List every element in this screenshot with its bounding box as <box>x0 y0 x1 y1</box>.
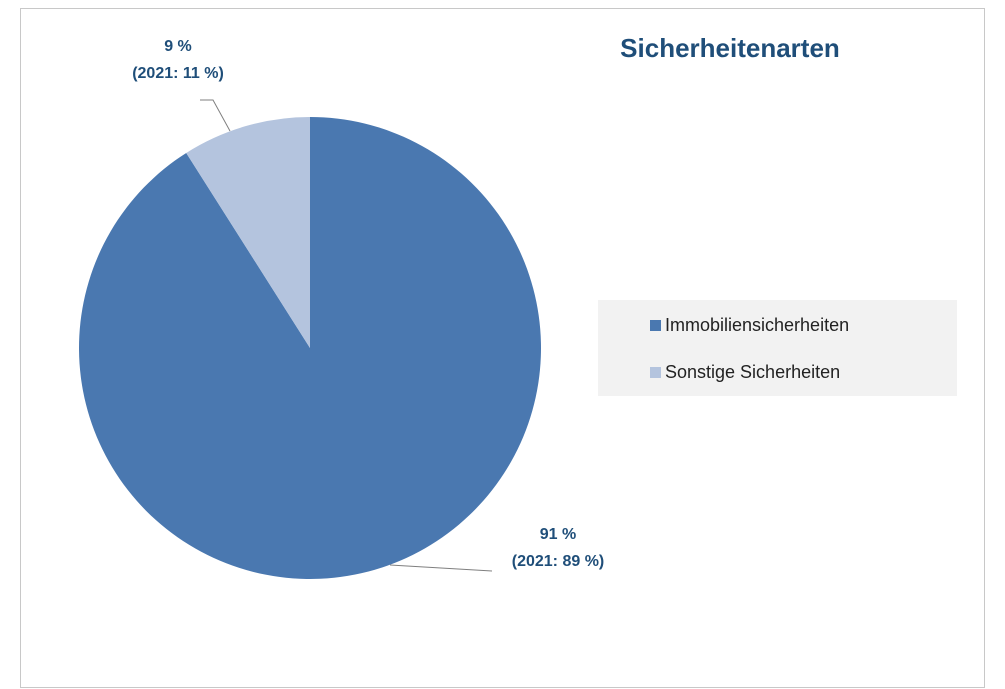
leader-line <box>389 564 493 572</box>
legend-swatch <box>650 367 661 378</box>
chart-title: Sicherheitenarten <box>620 33 840 63</box>
data-label: 9 % <box>164 38 192 55</box>
data-label: 91 % <box>540 526 576 543</box>
legend-label: Immobiliensicherheiten <box>665 315 849 335</box>
legend-swatch <box>650 320 661 331</box>
data-annotation: (2021: 11 %) <box>132 65 224 82</box>
pie-slice <box>186 117 310 348</box>
leader-line <box>200 99 231 132</box>
pie-slice <box>79 117 542 580</box>
legend-label: Sonstige Sicherheiten <box>665 362 840 382</box>
legend-box <box>598 300 957 396</box>
data-annotation: (2021: 89 %) <box>512 553 605 570</box>
